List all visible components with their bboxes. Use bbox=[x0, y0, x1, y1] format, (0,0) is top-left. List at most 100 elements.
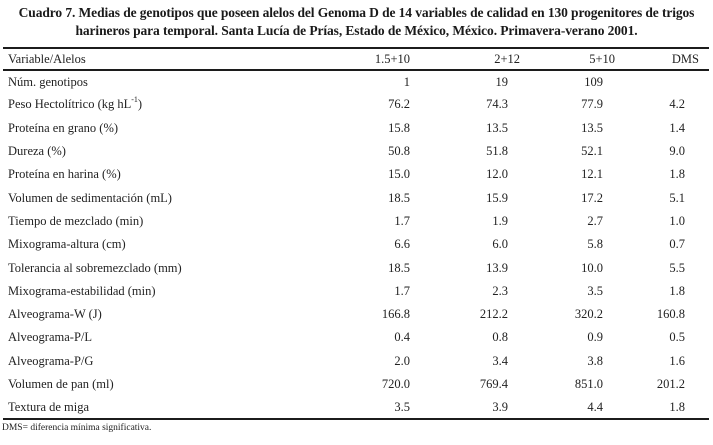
cell-value bbox=[615, 70, 709, 93]
cell-value: 1.8 bbox=[669, 283, 685, 298]
cell-value: 2.0 bbox=[394, 353, 410, 368]
cell-value: 3.8 bbox=[587, 353, 603, 368]
row-label: Dureza (%) bbox=[8, 144, 66, 159]
cell-value: 12.1 bbox=[581, 167, 603, 182]
table-row: Proteína en harina (%) 15.0 12.0 12.1 1.8 bbox=[3, 163, 709, 186]
table-row: Alveograma-W (J) 166.8 212.2 320.2 160.8 bbox=[3, 303, 709, 326]
cell-value: 3.4 bbox=[492, 353, 508, 368]
row-label: Textura de miga bbox=[8, 399, 90, 414]
table-row: Mixograma-altura (cm) 6.6 6.0 5.8 0.7 bbox=[3, 233, 709, 256]
cell-value: 15.0 bbox=[388, 167, 410, 182]
cell-value: 9.0 bbox=[669, 144, 685, 159]
row-label: Mixograma-estabilidad (min) bbox=[8, 283, 156, 298]
cell-value: 51.8 bbox=[486, 144, 508, 159]
column-header: 1.5+10 bbox=[343, 48, 415, 71]
cell-value: 0.9 bbox=[587, 330, 603, 345]
cell-value: 5.8 bbox=[587, 237, 603, 252]
table-row: Tiempo de mezclado (min) 1.7 1.9 2.7 1.0 bbox=[3, 210, 709, 233]
cell-value: 212.2 bbox=[479, 307, 508, 322]
cell-value: 2.3 bbox=[492, 283, 508, 298]
cell-value: 13.5 bbox=[486, 120, 508, 135]
cell-value: 2.7 bbox=[587, 213, 603, 228]
table-row: Volumen de sedimentación (mL) 18.5 15.9 17.… bbox=[3, 186, 709, 209]
cell-value: 0.5 bbox=[669, 330, 685, 345]
cell-value: 3.5 bbox=[587, 283, 603, 298]
column-header: 2+12 bbox=[415, 48, 520, 71]
row-label: Proteína en harina (%) bbox=[8, 167, 121, 182]
cell-value: 166.8 bbox=[381, 307, 410, 322]
column-header: Variable/Alelos bbox=[3, 48, 343, 71]
table-row: Peso Hectolítrico (kg hL-1) 76.2 74.3 77.9 4… bbox=[3, 93, 709, 116]
cell-value: 201.2 bbox=[656, 377, 685, 391]
table-row: Proteína en grano (%) 15.8 13.5 13.5 1.4 bbox=[3, 117, 709, 140]
row-label: Peso Hectolítrico (kg hL-1) bbox=[8, 95, 143, 112]
cell-value: 3.9 bbox=[492, 399, 508, 414]
cell-value: 6.0 bbox=[492, 237, 508, 252]
cell-value: 13.5 bbox=[581, 120, 603, 135]
table-caption-line1: Cuadro 7. Medias de genotipos que poseen… bbox=[18, 5, 695, 20]
cell-value: 0.8 bbox=[492, 330, 508, 345]
table-row: Volumen de pan (ml) 720.0 769.4 851.0 201.2 bbox=[3, 373, 709, 396]
cell-value: 769.4 bbox=[479, 377, 508, 391]
row-label: Tolerancia al sobremezclado (mm) bbox=[8, 260, 182, 275]
cell-value: 1.9 bbox=[492, 213, 508, 228]
cell-value: 15.8 bbox=[388, 120, 410, 135]
cell-value: 109 bbox=[584, 74, 603, 89]
row-label: Proteína en grano (%) bbox=[8, 120, 119, 135]
cell-value: 1.7 bbox=[394, 213, 410, 228]
cell-value: 1.8 bbox=[669, 167, 685, 182]
table-row: Textura de miga 3.5 3.9 4.4 1.8 bbox=[3, 396, 709, 419]
cell-value: 1.8 bbox=[669, 399, 685, 414]
table-row: Mixograma-estabilidad (min) 1.7 2.3 3.5 1.8 bbox=[3, 280, 709, 303]
column-header: 5+10 bbox=[520, 48, 615, 71]
cell-value: 13.9 bbox=[486, 260, 508, 275]
cell-value: 50.8 bbox=[388, 144, 410, 159]
cell-value: 17.2 bbox=[581, 190, 603, 205]
cell-value: 15.9 bbox=[486, 190, 508, 205]
row-label: Alveograma-W (J) bbox=[8, 307, 102, 322]
cell-value: 6.6 bbox=[394, 237, 410, 252]
cell-value: 18.5 bbox=[388, 260, 410, 275]
cell-value: 1.7 bbox=[394, 283, 410, 298]
cell-value: 19 bbox=[495, 74, 509, 89]
table-caption-line2: harineros para temporal. Santa Lucía de … bbox=[75, 23, 638, 38]
cell-value: 18.5 bbox=[388, 190, 410, 205]
cell-value: 0.7 bbox=[669, 237, 685, 252]
cell-value: 160.8 bbox=[656, 307, 685, 322]
row-label: Tiempo de mezclado (min) bbox=[8, 213, 144, 228]
cell-value: 1 bbox=[403, 74, 410, 89]
row-label: Alveograma-P/L bbox=[8, 330, 93, 345]
cell-value: 10.0 bbox=[581, 260, 603, 275]
table-footnote: DMS= diferencia mínima significativa. bbox=[2, 423, 152, 434]
table-row: Dureza (%) 50.8 51.8 52.1 9.0 bbox=[3, 140, 709, 163]
cell-value: 851.0 bbox=[574, 377, 603, 391]
row-label: Volumen de pan (ml) bbox=[8, 377, 114, 391]
cell-value: 3.5 bbox=[394, 399, 410, 414]
table-row: Núm. genotipos 1 19 109 bbox=[3, 70, 709, 93]
cell-value: 1.4 bbox=[669, 120, 685, 135]
cell-value: 52.1 bbox=[581, 144, 603, 159]
cell-value: 1.0 bbox=[669, 213, 685, 228]
table-row: Tolerancia al sobremezclado (mm) 18.5 13.9… bbox=[3, 256, 709, 279]
cell-value: 76.2 bbox=[388, 97, 410, 112]
genotype-means-table: Variable/Alelos 1.5+10 2+12 5+10 DMS Núm. ge… bbox=[3, 47, 709, 421]
cell-value: 320.2 bbox=[574, 307, 603, 322]
cell-value: 5.1 bbox=[669, 190, 685, 205]
column-header: DMS bbox=[615, 48, 709, 71]
cell-value: 720.0 bbox=[381, 377, 410, 391]
cell-value: 77.9 bbox=[581, 97, 603, 112]
cell-value: 5.5 bbox=[669, 260, 685, 275]
cell-value: 4.2 bbox=[669, 97, 685, 112]
row-label: Mixograma-altura (cm) bbox=[8, 237, 126, 252]
table-row: Alveograma-P/G 2.0 3.4 3.8 1.6 bbox=[3, 350, 709, 373]
row-label: Núm. genotipos bbox=[8, 74, 88, 89]
row-label: Alveograma-P/G bbox=[8, 353, 94, 368]
row-label: Volumen de sedimentación (mL) bbox=[8, 190, 172, 205]
cell-value: 0.4 bbox=[394, 330, 410, 345]
cell-value: 12.0 bbox=[486, 167, 508, 182]
cell-value: 1.6 bbox=[669, 353, 685, 368]
cell-value: 74.3 bbox=[486, 97, 508, 112]
table-row: Alveograma-P/L 0.4 0.8 0.9 0.5 bbox=[3, 326, 709, 349]
cell-value: 4.4 bbox=[587, 399, 603, 414]
unit-superscript: -1 bbox=[131, 95, 138, 105]
